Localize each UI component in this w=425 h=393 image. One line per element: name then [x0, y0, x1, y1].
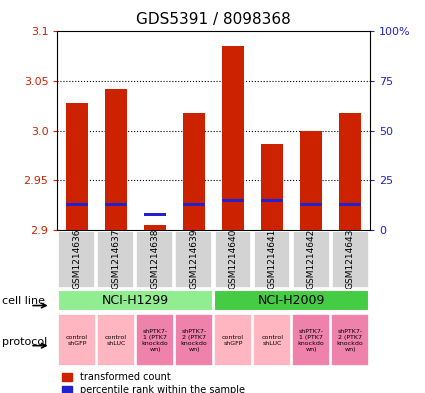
Text: GSM1214636: GSM1214636	[72, 228, 82, 289]
Bar	[214, 314, 252, 366]
Bar	[58, 314, 96, 366]
Text: shPTK7-
1 (PTK7
knockdo
wn): shPTK7- 1 (PTK7 knockdo wn)	[142, 329, 168, 351]
Text: GSM1214637: GSM1214637	[111, 228, 120, 289]
Bar	[175, 314, 213, 366]
Bar	[340, 203, 361, 206]
Bar	[144, 225, 166, 230]
Bar	[332, 314, 369, 366]
Text: cell line: cell line	[2, 296, 45, 307]
Text: shPTK7-
2 (PTK7
knockdo
wn): shPTK7- 2 (PTK7 knockdo wn)	[337, 329, 364, 351]
Text: control
shLUC: control shLUC	[261, 335, 283, 346]
Bar	[332, 231, 368, 288]
Bar	[105, 89, 127, 230]
Text: GSM1214638: GSM1214638	[150, 228, 159, 289]
Text: GSM1214643: GSM1214643	[346, 228, 355, 289]
Bar	[261, 198, 283, 202]
Text: control
shLUC: control shLUC	[105, 335, 127, 346]
Bar	[97, 314, 135, 366]
Text: GSM1214641: GSM1214641	[268, 228, 277, 289]
Bar	[66, 103, 88, 230]
Bar	[144, 213, 166, 215]
Text: shPTK7-
1 (PTK7
knockdo
wn): shPTK7- 1 (PTK7 knockdo wn)	[298, 329, 325, 351]
Text: shPTK7-
2 (PTK7
knockdo
wn): shPTK7- 2 (PTK7 knockdo wn)	[181, 329, 207, 351]
Bar	[176, 231, 212, 288]
Bar	[222, 46, 244, 230]
Bar	[66, 203, 88, 206]
Bar	[340, 113, 361, 230]
Bar	[254, 231, 290, 288]
Bar	[97, 231, 134, 288]
Text: control
shGFP: control shGFP	[222, 335, 244, 346]
Bar	[214, 290, 369, 312]
Bar	[183, 113, 205, 230]
Legend: transformed count, percentile rank within the sample: transformed count, percentile rank withi…	[62, 372, 245, 393]
Bar	[58, 231, 95, 288]
Text: GSM1214640: GSM1214640	[229, 228, 238, 289]
Bar	[58, 290, 213, 312]
Bar	[300, 203, 322, 206]
Text: NCI-H1299: NCI-H1299	[102, 294, 169, 307]
Text: GSM1214642: GSM1214642	[307, 228, 316, 289]
Bar	[253, 314, 291, 366]
Bar	[105, 203, 127, 206]
Bar	[136, 314, 174, 366]
Text: control
shGFP: control shGFP	[66, 335, 88, 346]
Text: protocol: protocol	[2, 337, 47, 347]
Bar	[183, 203, 205, 206]
Title: GDS5391 / 8098368: GDS5391 / 8098368	[136, 13, 291, 28]
Bar	[222, 198, 244, 202]
Bar	[300, 131, 322, 230]
Text: NCI-H2009: NCI-H2009	[258, 294, 326, 307]
Bar	[292, 314, 330, 366]
Bar	[293, 231, 329, 288]
Bar	[215, 231, 252, 288]
Text: GSM1214639: GSM1214639	[190, 228, 198, 289]
Bar	[136, 231, 173, 288]
Bar	[261, 143, 283, 230]
